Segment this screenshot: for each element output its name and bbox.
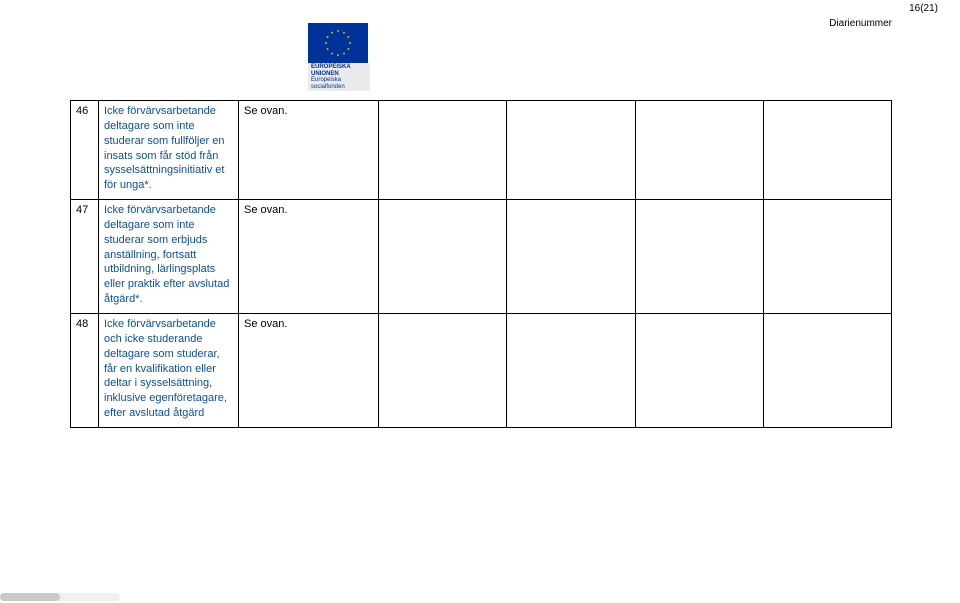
- horizontal-scrollbar[interactable]: [0, 593, 120, 601]
- row-description: Icke förvärvsarbetande deltagare som int…: [99, 200, 239, 314]
- table-row: 46Icke förvärvsarbetande deltagare som i…: [71, 101, 892, 200]
- row-col3: Se ovan.: [239, 200, 379, 314]
- table-row: 48Icke förvärvsarbetande och icke studer…: [71, 313, 892, 427]
- row-description: Icke förvärvsarbetande deltagare som int…: [99, 101, 239, 200]
- star-icon: [326, 48, 329, 51]
- row-number: 47: [71, 200, 99, 314]
- table-row: 47Icke förvärvsarbetande deltagare som i…: [71, 200, 892, 314]
- row-empty-cell: [635, 313, 763, 427]
- star-icon: [337, 54, 340, 57]
- star-icon: [326, 36, 329, 39]
- row-empty-cell: [379, 313, 507, 427]
- star-icon: [331, 31, 334, 34]
- star-icon: [343, 52, 346, 55]
- eu-logo: EUROPEISKA UNIONEN Europeiska socialfond…: [308, 23, 370, 91]
- scroll-thumb[interactable]: [0, 593, 60, 601]
- star-icon: [337, 30, 340, 33]
- row-col3: Se ovan.: [239, 101, 379, 200]
- row-empty-cell: [507, 313, 635, 427]
- row-empty-cell: [507, 101, 635, 200]
- row-empty-cell: [763, 200, 891, 314]
- row-number: 48: [71, 313, 99, 427]
- row-col3: Se ovan.: [239, 313, 379, 427]
- eu-logo-text: EUROPEISKA UNIONEN Europeiska socialfond…: [308, 63, 370, 91]
- row-number: 46: [71, 101, 99, 200]
- row-empty-cell: [763, 313, 891, 427]
- row-empty-cell: [507, 200, 635, 314]
- row-empty-cell: [379, 101, 507, 200]
- star-icon: [349, 42, 352, 45]
- row-description: Icke förvärvsarbetande och icke studeran…: [99, 313, 239, 427]
- eu-flag-icon: [308, 23, 368, 63]
- row-empty-cell: [763, 101, 891, 200]
- row-empty-cell: [635, 101, 763, 200]
- logo-line1: EUROPEISKA UNIONEN: [311, 64, 367, 77]
- indicator-table: 46Icke förvärvsarbetande deltagare som i…: [70, 100, 892, 428]
- diarienummer-label: Diarienummer: [829, 18, 892, 29]
- page-number: 16(21): [909, 3, 938, 14]
- star-icon: [347, 48, 350, 51]
- star-icon: [325, 42, 328, 45]
- logo-line2: Europeiska socialfonden: [311, 77, 367, 90]
- row-empty-cell: [379, 200, 507, 314]
- star-icon: [331, 52, 334, 55]
- row-empty-cell: [635, 200, 763, 314]
- star-icon: [343, 31, 346, 34]
- star-icon: [347, 36, 350, 39]
